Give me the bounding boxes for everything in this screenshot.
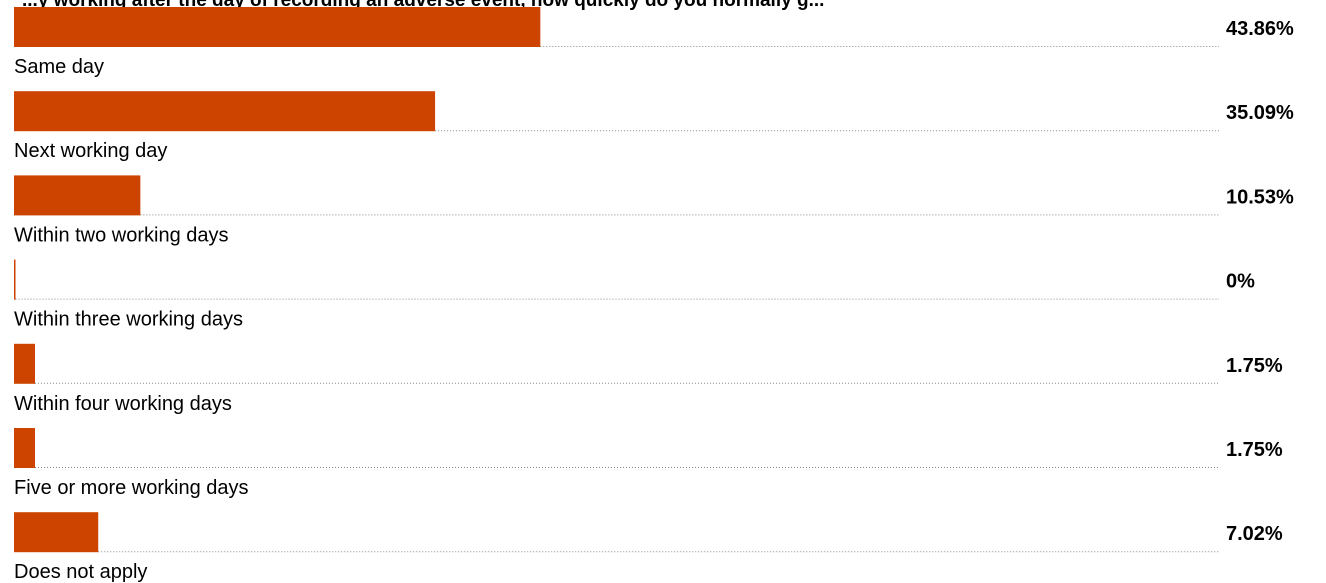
value-label-3: 10.53% (1226, 186, 1294, 208)
category-label-5: Within four working days (14, 393, 232, 415)
bar-4 (14, 259, 16, 300)
value-label-4: 0% (1226, 271, 1255, 293)
bar-5 (14, 343, 35, 384)
category-label-7: Does not apply (14, 561, 147, 583)
category-label-1: Same day (14, 56, 104, 78)
category-label-3: Within two working days (14, 224, 229, 246)
bar-1 (14, 7, 541, 47)
value-label-5: 1.75% (1226, 355, 1283, 377)
bar-2 (14, 91, 436, 132)
value-label-6: 1.75% (1226, 439, 1283, 461)
category-label-6: Five or more working days (14, 477, 249, 499)
value-label-7: 7.02% (1226, 523, 1283, 545)
bar-3 (14, 175, 141, 216)
chart-rows: 43.86% Same day 35.09% Next working day 10.5… (14, 7, 1294, 583)
category-label-2: Next working day (14, 140, 167, 162)
bar-6 (14, 428, 35, 468)
value-label-1: 43.86% (1226, 18, 1294, 40)
category-label-4: Within three working days (14, 309, 243, 331)
bar-7 (14, 512, 99, 553)
value-label-2: 35.09% (1226, 102, 1294, 124)
chart-title: ...y working after the day of recording … (22, 0, 824, 11)
